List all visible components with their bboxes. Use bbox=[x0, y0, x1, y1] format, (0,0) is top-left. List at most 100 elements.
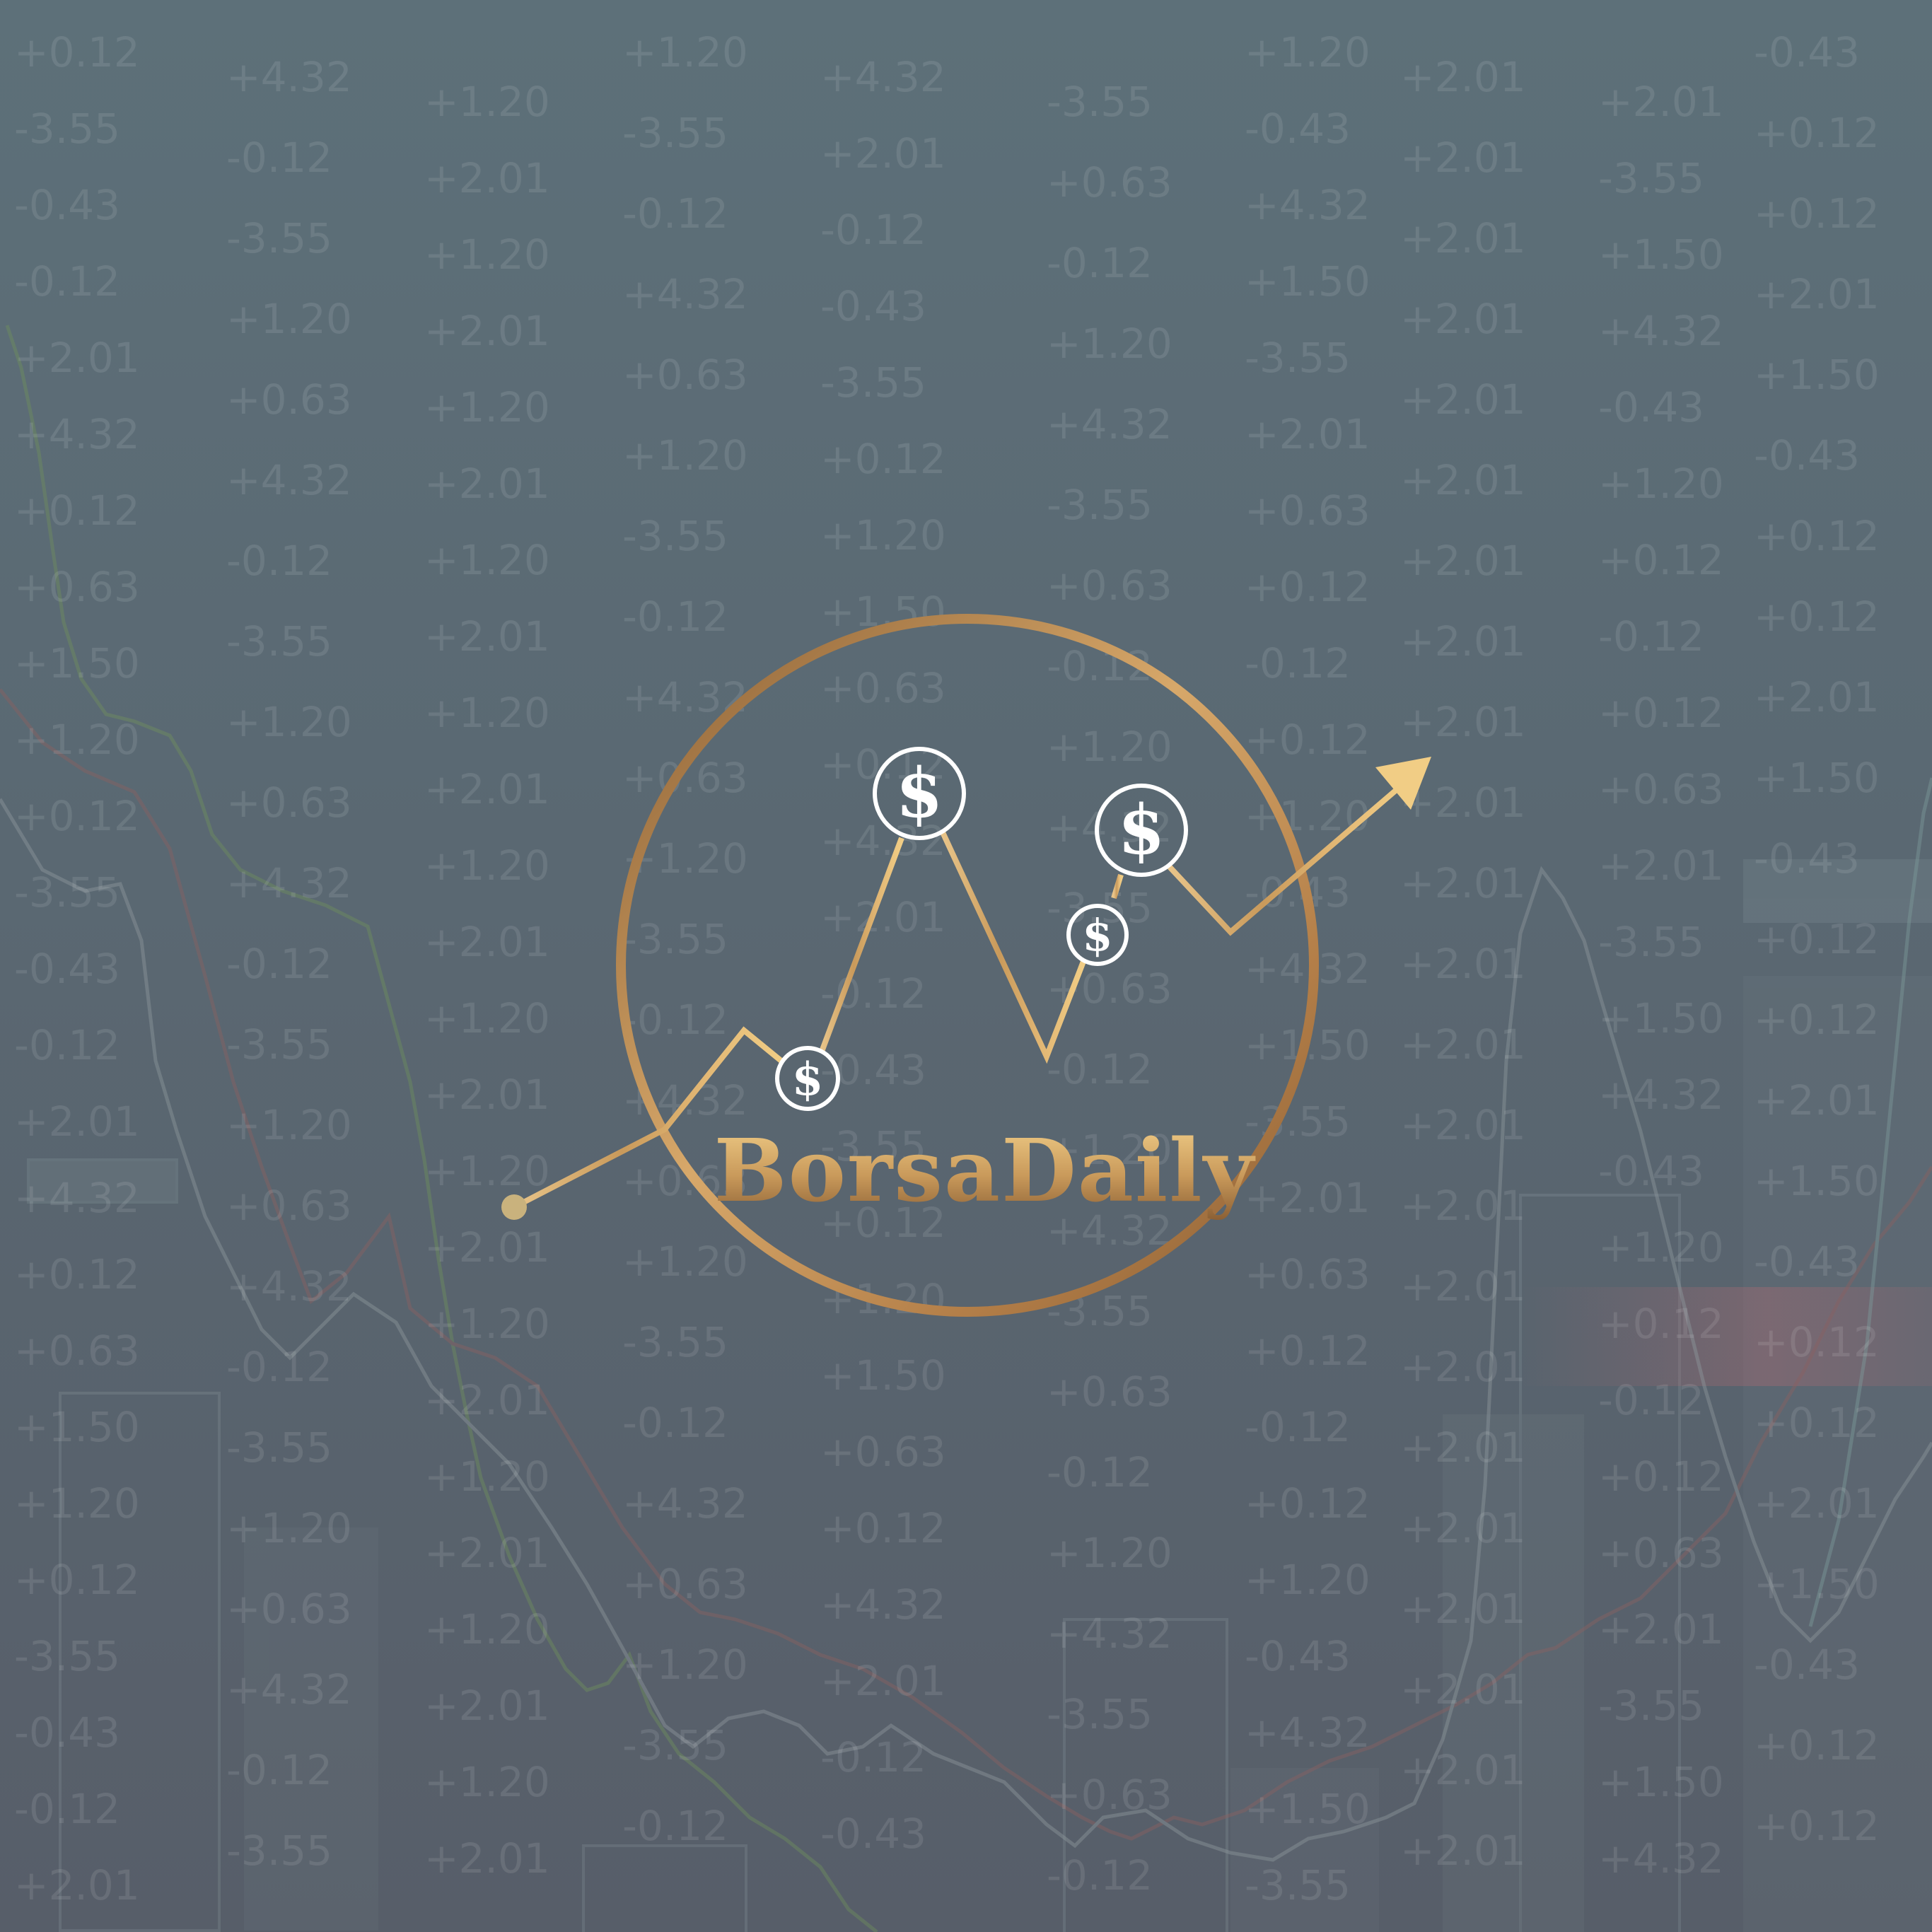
ticker-value: +2.01 bbox=[1400, 134, 1526, 182]
ticker-value: +0.12 bbox=[1754, 996, 1880, 1044]
ticker-value: -3.55 bbox=[226, 1020, 333, 1069]
ticker-value: +1.20 bbox=[1047, 723, 1172, 771]
ticker-value: +2.01 bbox=[820, 129, 946, 178]
ticker-value: +2.01 bbox=[1754, 673, 1880, 721]
ticker-value: +0.12 bbox=[1598, 536, 1724, 584]
ticker-value: +0.63 bbox=[820, 664, 946, 712]
ticker-value: -3.55 bbox=[1598, 1682, 1705, 1730]
ticker-value: +0.63 bbox=[1245, 1250, 1371, 1298]
ticker-value: -3.55 bbox=[622, 1318, 729, 1366]
ticker-value: +2.01 bbox=[820, 893, 946, 941]
ticker-value: +1.20 bbox=[424, 994, 550, 1042]
ticker-value: +1.20 bbox=[424, 1758, 550, 1806]
ticker-value: +1.50 bbox=[1754, 1560, 1880, 1608]
ticker-value: +0.12 bbox=[1754, 109, 1880, 157]
ticker-value: -3.55 bbox=[1245, 1098, 1351, 1146]
ticker-value: +2.01 bbox=[1400, 779, 1526, 827]
ticker-value: +1.50 bbox=[1598, 994, 1724, 1042]
ticker-value: +1.20 bbox=[226, 1504, 352, 1552]
ticker-value: -0.12 bbox=[14, 1021, 121, 1069]
ticker-value: -0.12 bbox=[622, 996, 729, 1044]
ticker-value: +1.20 bbox=[226, 698, 352, 746]
ticker-value: +0.63 bbox=[226, 1182, 352, 1230]
ticker-value: -0.12 bbox=[1047, 1851, 1153, 1899]
ticker-value: +2.01 bbox=[1598, 78, 1724, 126]
ticker-value: +1.20 bbox=[622, 431, 748, 479]
ticker-value: +2.01 bbox=[1400, 698, 1526, 746]
ticker-value: -3.55 bbox=[1598, 918, 1705, 966]
ticker-value: +2.01 bbox=[424, 307, 550, 355]
ticker-value: -0.12 bbox=[14, 1785, 121, 1833]
ticker-value: +4.32 bbox=[14, 1174, 140, 1222]
ticker-value: -0.12 bbox=[14, 257, 121, 305]
ticker-value: -3.55 bbox=[226, 214, 333, 262]
ticker-value: +0.12 bbox=[1754, 190, 1880, 238]
ticker-value: +0.63 bbox=[14, 1327, 140, 1375]
ticker-value: +1.20 bbox=[1047, 1126, 1172, 1174]
ticker-value: +1.20 bbox=[622, 28, 748, 76]
ticker-value: -0.12 bbox=[622, 1399, 729, 1447]
ticker-value: +0.12 bbox=[1598, 1300, 1724, 1348]
ticker-value: +4.32 bbox=[1245, 945, 1371, 993]
ticker-value: -0.12 bbox=[622, 1802, 729, 1850]
trend-arrow-icon bbox=[1375, 757, 1431, 810]
ticker-value: +1.20 bbox=[622, 1641, 748, 1689]
ticker-value: +2.01 bbox=[1400, 376, 1526, 424]
ticker-value: -0.12 bbox=[1047, 1045, 1153, 1093]
ticker-value: +2.01 bbox=[424, 765, 550, 813]
ticker-value: +4.32 bbox=[1598, 1071, 1724, 1119]
ticker-value: +4.32 bbox=[820, 53, 946, 101]
trend-start-dot bbox=[501, 1194, 527, 1220]
ticker-value: +0.63 bbox=[1598, 765, 1724, 813]
ticker-value: -0.12 bbox=[622, 593, 729, 641]
ticker-value: +1.20 bbox=[14, 1479, 140, 1527]
ticker-value: +2.01 bbox=[1400, 1101, 1526, 1149]
price-line-chart-icon bbox=[0, 325, 1932, 1932]
ticker-value: +2.01 bbox=[1400, 1182, 1526, 1230]
ticker-value: +1.20 bbox=[424, 1300, 550, 1348]
ticker-value: +4.32 bbox=[1047, 1610, 1172, 1658]
coin-symbol: $ bbox=[792, 1053, 824, 1106]
ticker-value: +1.50 bbox=[1598, 231, 1724, 279]
ticker-value: +1.20 bbox=[424, 1453, 550, 1501]
ticker-value: -0.12 bbox=[1598, 612, 1705, 661]
ticker-value: -0.12 bbox=[820, 1733, 927, 1781]
ticker-value: +4.32 bbox=[226, 53, 352, 101]
ticker-value: +4.32 bbox=[14, 410, 140, 458]
ticker-value: +2.01 bbox=[424, 1376, 550, 1424]
ticker-value: +4.32 bbox=[622, 1479, 748, 1527]
coin-symbol: $ bbox=[896, 753, 943, 833]
ticker-value: +2.01 bbox=[1754, 1076, 1880, 1124]
ticker-value: -3.55 bbox=[622, 512, 729, 560]
ticker-value: +4.32 bbox=[1047, 803, 1172, 851]
ticker-value: -0.12 bbox=[226, 537, 333, 585]
ticker-value: -3.55 bbox=[1047, 78, 1153, 126]
ticker-value: -0.12 bbox=[1245, 1403, 1351, 1451]
ticker-value: +1.20 bbox=[1245, 28, 1371, 76]
candlestick-bars-icon bbox=[27, 859, 1932, 1932]
ticker-value: +1.20 bbox=[1598, 460, 1724, 508]
ticker-value: +0.12 bbox=[1245, 716, 1371, 764]
ticker-value: +0.63 bbox=[622, 1560, 748, 1608]
ticker-value: +0.12 bbox=[1598, 1453, 1724, 1501]
ticker-value: -3.55 bbox=[1598, 154, 1705, 202]
ticker-value: -0.43 bbox=[1598, 1147, 1705, 1195]
ticker-value: +0.63 bbox=[622, 351, 748, 399]
ticker-value: +2.01 bbox=[424, 460, 550, 508]
ticker-value: +1.50 bbox=[1245, 257, 1371, 305]
ticker-value: -3.55 bbox=[226, 617, 333, 665]
ticker-value: -0.12 bbox=[622, 190, 729, 238]
ticker-value: +0.12 bbox=[14, 792, 140, 840]
ticker-value: +0.63 bbox=[820, 1428, 946, 1476]
ticker-value: -0.43 bbox=[14, 1709, 121, 1757]
ticker-value: -3.55 bbox=[820, 1122, 927, 1170]
ticker-value: -0.12 bbox=[1245, 639, 1351, 687]
ticker-value: +2.01 bbox=[1400, 859, 1526, 907]
ticker-value: -0.12 bbox=[1598, 1376, 1705, 1424]
logo-ring bbox=[616, 614, 1319, 1317]
ticker-value: +1.50 bbox=[14, 639, 140, 687]
ticker-value: -0.43 bbox=[1245, 1632, 1351, 1680]
dollar-coin-icon: $ bbox=[1066, 904, 1129, 966]
ticker-value: +2.01 bbox=[1245, 1174, 1371, 1222]
